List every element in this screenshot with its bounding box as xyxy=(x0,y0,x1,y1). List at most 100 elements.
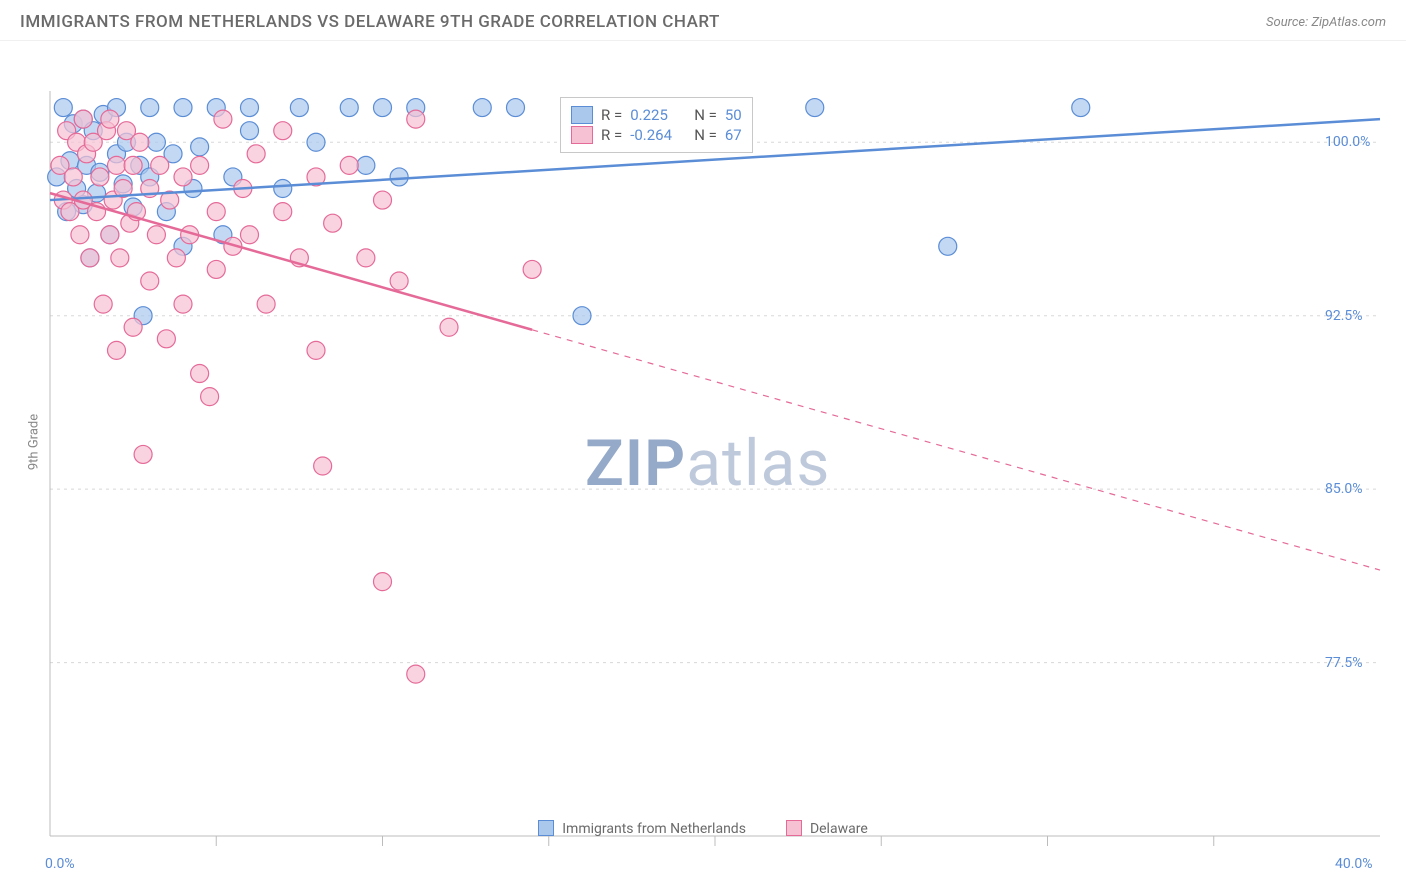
y-tick-label: 100.0% xyxy=(1325,134,1370,150)
stats-n-label: N = xyxy=(694,126,717,144)
y-axis-label: 9th Grade xyxy=(27,414,42,470)
stats-n-label: N = xyxy=(694,106,717,124)
source-prefix: Source: xyxy=(1266,15,1311,30)
data-point xyxy=(390,272,408,290)
data-point xyxy=(101,110,119,128)
data-point xyxy=(241,99,259,117)
data-point xyxy=(124,318,142,336)
data-point xyxy=(74,110,92,128)
data-point xyxy=(307,341,325,359)
data-point xyxy=(167,249,185,267)
data-point xyxy=(1072,99,1090,117)
data-point xyxy=(108,341,126,359)
data-point xyxy=(324,214,342,232)
data-point xyxy=(290,99,308,117)
data-point xyxy=(124,156,142,174)
data-point xyxy=(274,122,292,140)
data-point xyxy=(257,295,275,313)
data-point xyxy=(108,156,126,174)
trend-line-dashed xyxy=(532,330,1380,570)
stats-r-label: R = xyxy=(601,106,622,124)
y-tick-label: 92.5% xyxy=(1325,308,1363,324)
legend-label: Immigrants from Netherlands xyxy=(562,821,746,837)
data-point xyxy=(101,226,119,244)
stats-n-value: 67 xyxy=(725,126,742,144)
data-point xyxy=(174,295,192,313)
legend-label: Delaware xyxy=(810,821,868,837)
scatter-plot-svg xyxy=(0,41,1406,866)
data-point xyxy=(374,191,392,209)
data-point xyxy=(191,365,209,383)
data-point xyxy=(174,99,192,117)
data-point xyxy=(71,226,89,244)
legend-swatch xyxy=(538,820,554,836)
data-point xyxy=(241,122,259,140)
y-tick-label: 85.0% xyxy=(1325,481,1363,497)
data-point xyxy=(274,180,292,198)
x-range-min-label: 0.0% xyxy=(45,856,75,872)
data-point xyxy=(357,249,375,267)
stats-n-value: 50 xyxy=(725,106,742,124)
data-point xyxy=(147,133,165,151)
stats-swatch xyxy=(571,106,593,124)
legend-item: Delaware xyxy=(786,820,868,837)
data-point xyxy=(247,145,265,163)
data-point xyxy=(157,330,175,348)
legend-bottom: Immigrants from Netherlands Delaware xyxy=(0,820,1406,837)
data-point xyxy=(507,99,525,117)
data-point xyxy=(151,156,169,174)
data-point xyxy=(81,249,99,267)
data-point xyxy=(54,99,72,117)
legend-swatch xyxy=(786,820,802,836)
y-tick-label: 77.5% xyxy=(1325,655,1363,671)
data-point xyxy=(473,99,491,117)
data-point xyxy=(314,457,332,475)
data-point xyxy=(374,573,392,591)
data-point xyxy=(201,388,219,406)
stats-row: R = 0.225 N = 50 xyxy=(571,106,742,124)
data-point xyxy=(191,138,209,156)
data-point xyxy=(241,226,259,244)
data-point xyxy=(390,168,408,186)
data-point xyxy=(174,168,192,186)
data-point xyxy=(340,99,358,117)
stats-r-label: R = xyxy=(601,126,622,144)
data-point xyxy=(207,260,225,278)
data-point xyxy=(573,307,591,325)
data-point xyxy=(207,203,225,221)
chart-header: IMMIGRANTS FROM NETHERLANDS VS DELAWARE … xyxy=(0,0,1406,41)
correlation-stats-box: R = 0.225 N = 50 R = -0.264 N = 67 xyxy=(560,97,753,153)
data-point xyxy=(939,237,957,255)
data-point xyxy=(131,133,149,151)
source-credit: Source: ZipAtlas.com xyxy=(1266,15,1386,30)
data-point xyxy=(94,295,112,313)
data-point xyxy=(523,260,541,278)
stats-r-value: 0.225 xyxy=(630,106,686,124)
data-point xyxy=(141,99,159,117)
chart-area: 9th Grade ZIPatlas R =0.225N =50R =-0.26… xyxy=(0,41,1406,843)
data-point xyxy=(407,110,425,128)
data-point xyxy=(191,156,209,174)
data-point xyxy=(147,226,165,244)
data-point xyxy=(440,318,458,336)
stats-row: R = -0.264 N = 67 xyxy=(571,126,742,144)
data-point xyxy=(357,156,375,174)
data-point xyxy=(806,99,824,117)
data-point xyxy=(141,272,159,290)
data-point xyxy=(64,168,82,186)
data-point xyxy=(307,133,325,151)
stats-swatch xyxy=(571,126,593,144)
data-point xyxy=(91,168,109,186)
legend-item: Immigrants from Netherlands xyxy=(538,820,746,837)
x-range-max-label: 40.0% xyxy=(1335,856,1373,872)
chart-title: IMMIGRANTS FROM NETHERLANDS VS DELAWARE … xyxy=(20,12,720,32)
data-point xyxy=(374,99,392,117)
source-name: ZipAtlas.com xyxy=(1311,15,1386,30)
data-point xyxy=(214,110,232,128)
stats-r-value: -0.264 xyxy=(630,126,686,144)
data-point xyxy=(274,203,292,221)
data-point xyxy=(340,156,358,174)
data-point xyxy=(407,665,425,683)
data-point xyxy=(134,445,152,463)
data-point xyxy=(111,249,129,267)
